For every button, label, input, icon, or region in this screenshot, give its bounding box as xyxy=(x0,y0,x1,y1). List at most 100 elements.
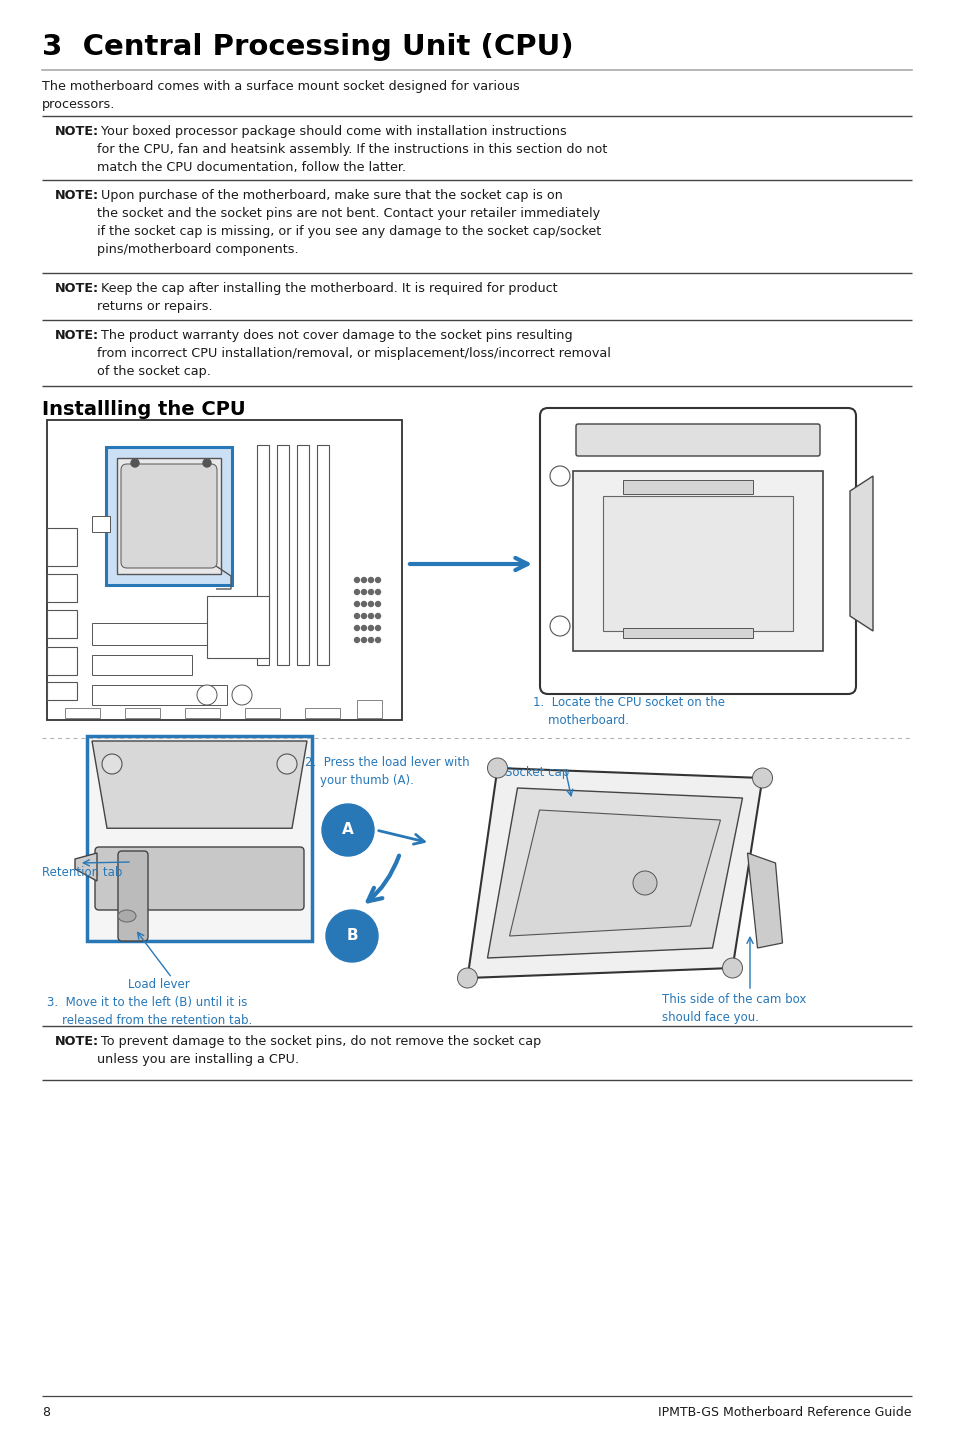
Polygon shape xyxy=(91,741,307,828)
Text: 1.  Locate the CPU socket on the
    motherboard.: 1. Locate the CPU socket on the motherbo… xyxy=(533,696,724,728)
Polygon shape xyxy=(467,768,761,978)
Text: 3  Central Processing Unit (CPU): 3 Central Processing Unit (CPU) xyxy=(42,33,573,60)
Circle shape xyxy=(375,626,380,630)
Polygon shape xyxy=(849,476,872,631)
Circle shape xyxy=(361,601,366,607)
FancyBboxPatch shape xyxy=(356,700,381,718)
Text: To prevent damage to the socket pins, do not remove the socket cap
unless you ar: To prevent damage to the socket pins, do… xyxy=(97,1035,540,1066)
Polygon shape xyxy=(75,853,97,881)
Circle shape xyxy=(457,968,477,988)
Circle shape xyxy=(355,626,359,630)
Circle shape xyxy=(102,754,122,774)
FancyBboxPatch shape xyxy=(125,707,160,718)
Ellipse shape xyxy=(118,910,136,922)
FancyBboxPatch shape xyxy=(296,444,309,664)
Text: NOTE:: NOTE: xyxy=(55,329,99,342)
Circle shape xyxy=(550,615,569,636)
Circle shape xyxy=(361,637,366,643)
FancyBboxPatch shape xyxy=(47,420,401,720)
Polygon shape xyxy=(487,788,741,958)
Text: 8: 8 xyxy=(42,1406,50,1419)
Text: Keep the cap after installing the motherboard. It is required for product
return: Keep the cap after installing the mother… xyxy=(97,282,558,313)
FancyBboxPatch shape xyxy=(185,707,220,718)
Text: Load lever: Load lever xyxy=(128,978,190,991)
Circle shape xyxy=(361,614,366,618)
Text: Socket cap: Socket cap xyxy=(504,766,569,779)
Circle shape xyxy=(361,590,366,594)
Circle shape xyxy=(322,804,374,856)
Circle shape xyxy=(721,958,741,978)
Text: This side of the cam box
should face you.: This side of the cam box should face you… xyxy=(661,994,805,1024)
FancyBboxPatch shape xyxy=(91,684,227,705)
Circle shape xyxy=(368,614,374,618)
Circle shape xyxy=(487,758,507,778)
Text: NOTE:: NOTE: xyxy=(55,188,99,201)
FancyBboxPatch shape xyxy=(91,516,110,532)
FancyBboxPatch shape xyxy=(539,408,855,695)
Circle shape xyxy=(752,768,772,788)
Circle shape xyxy=(361,626,366,630)
Circle shape xyxy=(375,578,380,582)
Circle shape xyxy=(196,684,216,705)
FancyBboxPatch shape xyxy=(276,444,289,664)
FancyBboxPatch shape xyxy=(91,654,192,674)
Text: 3.  Move it to the left (B) until it is
    released from the retention tab.: 3. Move it to the left (B) until it is r… xyxy=(47,997,252,1027)
FancyBboxPatch shape xyxy=(305,707,339,718)
Circle shape xyxy=(375,601,380,607)
Circle shape xyxy=(355,578,359,582)
FancyBboxPatch shape xyxy=(47,574,77,603)
Circle shape xyxy=(326,910,377,962)
Polygon shape xyxy=(747,853,781,948)
Circle shape xyxy=(368,637,374,643)
Circle shape xyxy=(375,637,380,643)
Circle shape xyxy=(355,614,359,618)
Circle shape xyxy=(375,614,380,618)
FancyBboxPatch shape xyxy=(576,424,820,456)
FancyBboxPatch shape xyxy=(47,528,77,567)
FancyBboxPatch shape xyxy=(622,480,752,495)
FancyBboxPatch shape xyxy=(47,610,77,638)
FancyBboxPatch shape xyxy=(87,736,312,940)
Text: IPMTB-GS Motherboard Reference Guide: IPMTB-GS Motherboard Reference Guide xyxy=(658,1406,911,1419)
Text: NOTE:: NOTE: xyxy=(55,125,99,138)
FancyBboxPatch shape xyxy=(245,707,280,718)
FancyBboxPatch shape xyxy=(47,682,77,700)
FancyBboxPatch shape xyxy=(622,628,752,638)
Text: The motherboard comes with a surface mount socket designed for various
processor: The motherboard comes with a surface mou… xyxy=(42,81,519,111)
FancyBboxPatch shape xyxy=(256,444,269,664)
Circle shape xyxy=(550,466,569,486)
Text: NOTE:: NOTE: xyxy=(55,282,99,295)
FancyBboxPatch shape xyxy=(65,707,100,718)
FancyBboxPatch shape xyxy=(207,595,269,659)
Circle shape xyxy=(368,626,374,630)
FancyBboxPatch shape xyxy=(121,464,216,568)
Circle shape xyxy=(203,459,211,467)
Circle shape xyxy=(361,578,366,582)
Circle shape xyxy=(131,459,139,467)
FancyBboxPatch shape xyxy=(602,496,792,631)
FancyBboxPatch shape xyxy=(106,447,232,585)
FancyBboxPatch shape xyxy=(118,851,148,940)
FancyBboxPatch shape xyxy=(91,623,227,646)
Polygon shape xyxy=(509,810,720,936)
Text: B: B xyxy=(346,929,357,943)
Circle shape xyxy=(633,871,657,894)
Circle shape xyxy=(355,601,359,607)
Circle shape xyxy=(368,601,374,607)
Circle shape xyxy=(368,578,374,582)
FancyBboxPatch shape xyxy=(316,444,329,664)
Circle shape xyxy=(276,754,296,774)
FancyBboxPatch shape xyxy=(117,457,221,574)
Text: Upon purchase of the motherboard, make sure that the socket cap is on
the socket: Upon purchase of the motherboard, make s… xyxy=(97,188,600,256)
Circle shape xyxy=(375,590,380,594)
Text: Installling the CPU: Installling the CPU xyxy=(42,400,245,418)
FancyBboxPatch shape xyxy=(573,472,822,651)
Text: 2.  Press the load lever with
    your thumb (A).: 2. Press the load lever with your thumb … xyxy=(305,756,469,787)
Circle shape xyxy=(232,684,252,705)
FancyBboxPatch shape xyxy=(47,647,77,674)
Text: Your boxed processor package should come with installation instructions
for the : Your boxed processor package should come… xyxy=(97,125,607,174)
FancyBboxPatch shape xyxy=(95,847,304,910)
Circle shape xyxy=(368,590,374,594)
Text: A: A xyxy=(342,823,354,837)
Circle shape xyxy=(355,637,359,643)
